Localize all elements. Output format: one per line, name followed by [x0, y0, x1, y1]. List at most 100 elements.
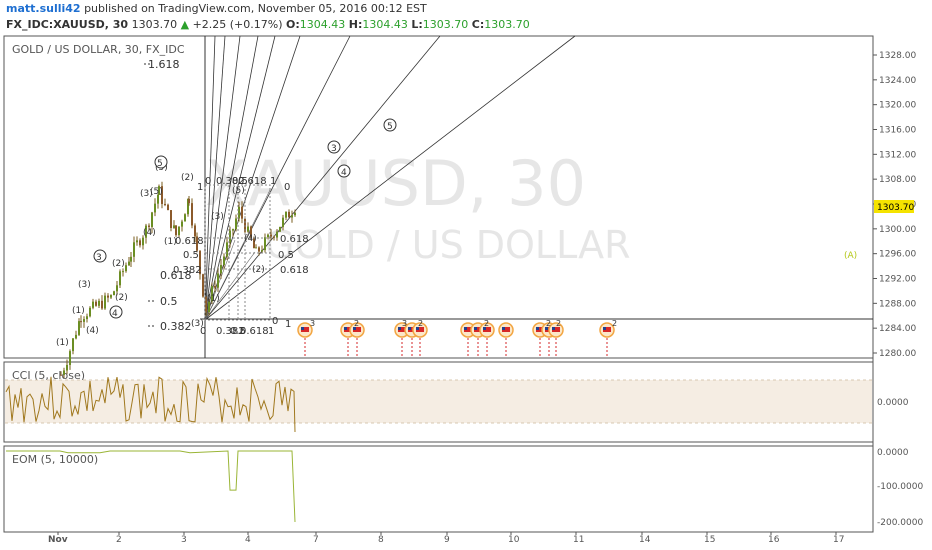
candle-body: [184, 214, 186, 222]
flag-stripe: [416, 327, 424, 332]
fan-label-circle: [383, 118, 397, 132]
cci-band: [5, 380, 872, 423]
box-label: 0.618: [238, 176, 267, 187]
candle-body: [188, 198, 190, 204]
candle-body: [116, 285, 118, 292]
low-value: 1303.70: [422, 18, 469, 31]
candle-body: [267, 234, 269, 238]
candle-body: [92, 301, 94, 308]
candle-body: [148, 225, 150, 227]
time-tick-label: 17: [833, 535, 844, 545]
candle-body: [211, 285, 213, 302]
eom-legend[interactable]: EOM (5, 10000): [12, 453, 98, 466]
candle-body: [161, 186, 163, 204]
candle-body: [173, 225, 175, 228]
wave-label: 3: [96, 253, 102, 263]
time-tick-label: 8: [378, 535, 384, 545]
author-link[interactable]: matt.sulli42: [6, 2, 81, 15]
wave-label: (2): [115, 293, 128, 303]
main-legend[interactable]: GOLD / US DOLLAR, 30, FX_IDC: [12, 43, 185, 56]
box-label: 0.382: [173, 265, 202, 276]
candle-body: [273, 236, 275, 238]
flag-canton: [502, 327, 505, 330]
fan-line: [204, 35, 441, 321]
wave-label: (4): [143, 228, 156, 238]
box-label: 0.5: [230, 326, 246, 337]
candle-body: [205, 296, 207, 313]
high-label: H:: [348, 18, 363, 31]
flag-stripe: [398, 327, 406, 332]
box-label: 0: [200, 326, 206, 337]
candle-body: [285, 211, 287, 218]
candle-body: [258, 247, 260, 252]
flag-stripe: [408, 327, 416, 332]
candle-body: [253, 238, 255, 249]
candle-body: [279, 226, 281, 232]
fan-line: [204, 35, 351, 321]
wave-label: (5): [150, 187, 163, 197]
chart-header: matt.sulli42 published on TradingView.co…: [0, 0, 932, 34]
economic-events[interactable]: 3 2 2 2 2 223: [297, 319, 617, 358]
elliott-wave-labels[interactable]: (1) (2) (3) (4) (5) (1) (2) (3) (4) (5) 3 4 5 (A) (2) (…: [56, 155, 857, 348]
candle-body: [164, 203, 166, 205]
price-tick-label: 1280.00: [879, 349, 916, 359]
open-value: 1304.43: [299, 18, 346, 31]
price-tick-label: 1328.00: [879, 51, 916, 61]
wave-label: (3): [78, 280, 91, 290]
fan-label: 5: [387, 122, 393, 132]
time-tick-label: 3: [181, 535, 187, 545]
candle-body: [288, 211, 290, 218]
candle-body: [154, 203, 156, 213]
box-label: 1: [285, 319, 291, 330]
candle-body: [95, 301, 97, 306]
flag-stripe: [344, 327, 352, 332]
box-label: 0: [272, 316, 278, 327]
fan-label: 3: [331, 144, 337, 154]
chart-canvas[interactable]: XAUUSD, 30 GOLD / US DOLLAR GOLD / US DO…: [0, 34, 932, 550]
candle-body: [113, 291, 115, 296]
flag-canton: [464, 327, 467, 330]
event-count: 3: [310, 319, 315, 328]
fib-speed-fan[interactable]: 3 4 5: [204, 35, 576, 321]
candle-body: [202, 274, 204, 297]
box-label: 0.618: [240, 326, 269, 337]
box-label: 0.5: [183, 250, 199, 261]
wave-label: 4: [112, 309, 118, 319]
flag-stripe: [474, 327, 482, 332]
time-tick-label: 10: [508, 535, 520, 545]
candle-body: [214, 285, 216, 288]
change-arrow: ▲: [180, 18, 190, 31]
flag-canton: [536, 327, 539, 330]
wave-label: (1): [207, 294, 220, 304]
time-axis-ticks: Nov 2 3 4 7 8 9 10 11 14 15 16 17: [48, 532, 844, 545]
change-value: +2.25 (+0.17%): [192, 18, 283, 31]
flag-stripe: [552, 327, 560, 332]
candle-body: [170, 210, 172, 228]
fib-box[interactable]: 1 0 0.382 0.5 0.618 1 0 0.618 0.5 0.618 …: [173, 176, 309, 337]
time-tick-label: 16: [768, 535, 780, 545]
flag-canton: [603, 327, 606, 330]
candle-body: [110, 295, 112, 298]
price-tick-label: 1284.00: [879, 324, 916, 334]
fib-retracement-left[interactable]: 1.618 0.618 0.5 0.382: [144, 58, 192, 333]
flag-stripe: [483, 327, 491, 332]
candle-body: [241, 206, 243, 219]
flag-canton: [301, 327, 304, 330]
last-price-tag: [874, 200, 914, 213]
box-label: 0: [284, 182, 290, 193]
time-tick-label: 14: [639, 535, 651, 545]
time-tick-label: Nov: [48, 535, 68, 545]
candle-body: [63, 370, 65, 375]
candle-body: [194, 225, 196, 237]
fan-line: [204, 35, 576, 321]
wave-label: 5: [157, 159, 163, 169]
event-count: 2: [418, 319, 423, 328]
box-label: 1: [197, 182, 203, 193]
candle-body: [261, 250, 263, 252]
candle-body: [167, 204, 169, 211]
close-value: 1303.70: [484, 18, 530, 31]
candle-body: [86, 316, 88, 320]
candle-body: [291, 215, 293, 218]
box-label: 0: [205, 176, 211, 187]
event-count: 2: [546, 319, 551, 328]
